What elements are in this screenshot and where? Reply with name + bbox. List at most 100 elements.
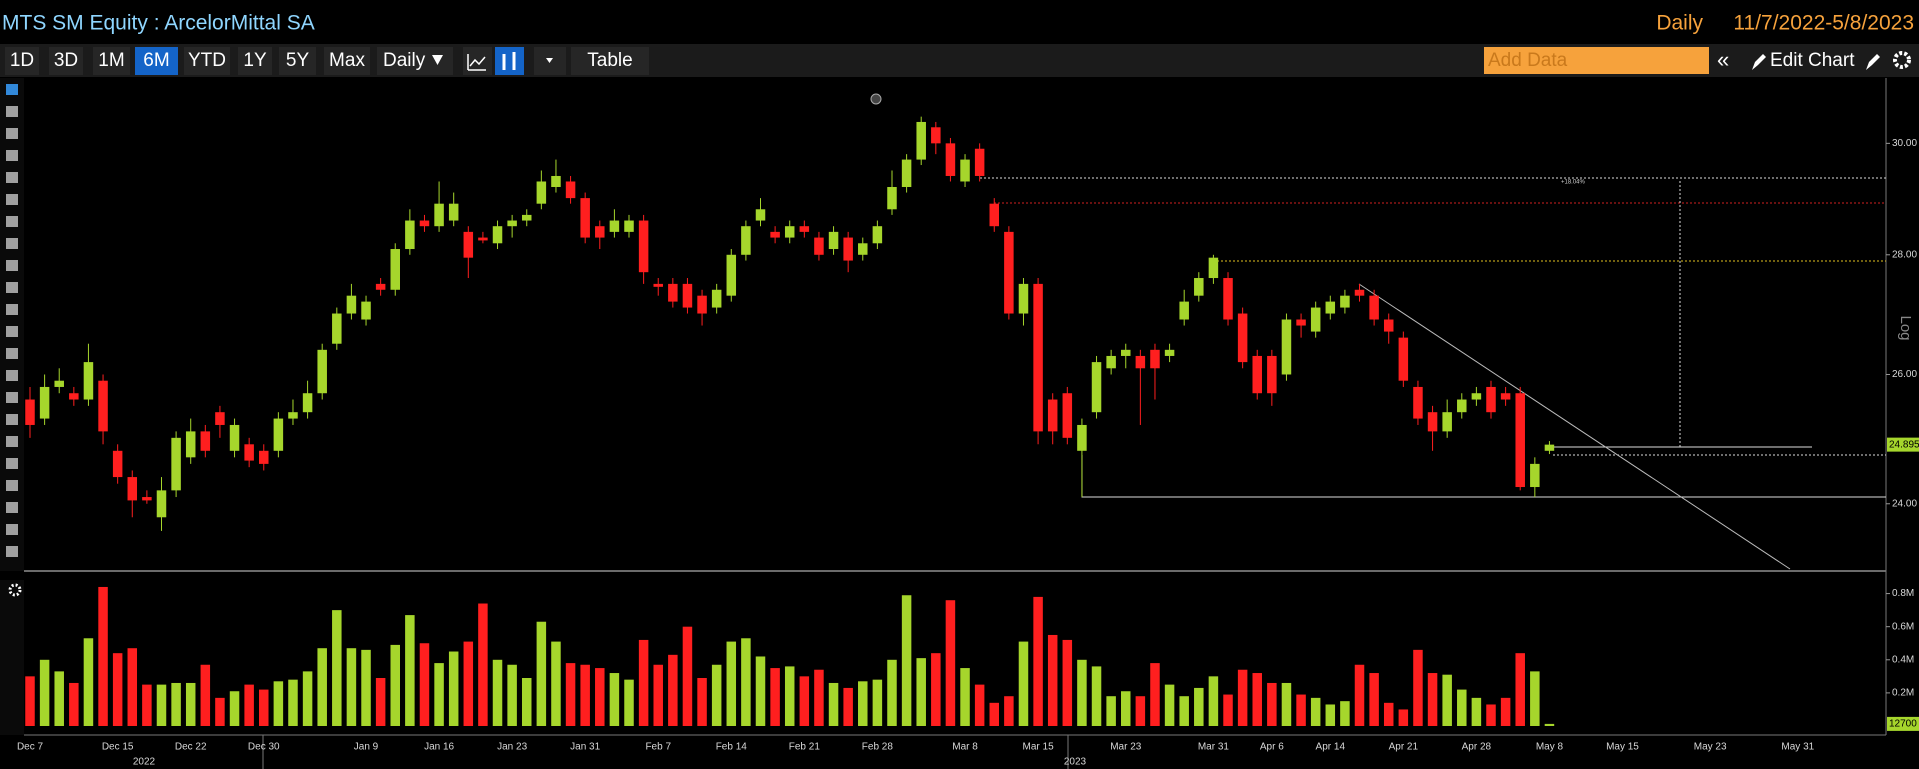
candle-body: [1150, 349, 1160, 369]
last-volume-box: [1887, 716, 1919, 731]
drawing-tool[interactable]: [6, 546, 18, 557]
drawing-tool[interactable]: [6, 172, 18, 183]
period-button[interactable]: [49, 47, 83, 75]
candle-body: [273, 418, 284, 451]
drawing-tool[interactable]: [6, 392, 18, 403]
drawing-tool[interactable]: [6, 326, 18, 337]
edit-icon[interactable]: [1866, 54, 1880, 70]
candle-body: [171, 437, 181, 491]
volume-bar: [215, 697, 225, 726]
drawing-tool[interactable]: [6, 282, 18, 293]
drawing-tool[interactable]: [6, 128, 18, 139]
drawing-tool[interactable]: [6, 502, 18, 513]
drawing-tool[interactable]: [6, 150, 18, 161]
volume-bar: [697, 678, 707, 726]
candle-body: [332, 313, 342, 344]
drawing-tool[interactable]: [6, 458, 18, 469]
settings-icon[interactable]: [1893, 51, 1911, 69]
volume-bar: [595, 668, 605, 726]
drawing-tool[interactable]: [6, 480, 18, 491]
candle-body: [1164, 349, 1175, 356]
drawing-tool[interactable]: [6, 238, 18, 249]
candle-body: [799, 226, 810, 232]
volume-bar: [1325, 704, 1336, 726]
period-button-label[interactable]: 1D: [10, 50, 34, 71]
drawing-tool[interactable]: [6, 194, 18, 205]
candle-body: [872, 226, 883, 244]
candle-body: [916, 121, 926, 160]
candle-icon[interactable]: [502, 52, 516, 70]
drawing-tool[interactable]: [6, 304, 18, 315]
add-data-placeholder[interactable]: Add Data: [1488, 50, 1568, 71]
drawing-tool[interactable]: [6, 260, 18, 271]
drawing-tool[interactable]: [6, 106, 18, 117]
pane-settings-icon[interactable]: [8, 583, 22, 597]
candle-body: [244, 444, 254, 461]
dropdown-arrow[interactable]: [432, 55, 443, 65]
x-tick-label: May 23: [1694, 742, 1727, 753]
period-button-label[interactable]: 3D: [54, 50, 78, 71]
x-tick-label: Dec 30: [248, 742, 280, 753]
volume-bar: [1033, 596, 1043, 726]
candle-body: [288, 412, 298, 419]
candle-body: [551, 175, 561, 188]
period-button-label[interactable]: Max: [329, 50, 365, 71]
drawing-tool[interactable]: [6, 216, 18, 227]
period-button[interactable]: [93, 47, 130, 75]
volume-bar: [668, 654, 678, 726]
collapse-icon[interactable]: «: [1717, 47, 1729, 72]
volume-bar: [478, 603, 488, 726]
volume-bar: [463, 641, 474, 726]
candle-body: [1121, 349, 1131, 356]
volume-bar: [142, 684, 152, 726]
drawing-tool[interactable]: [6, 370, 18, 381]
period-button[interactable]: [184, 47, 230, 75]
interval-button[interactable]: [377, 47, 453, 75]
period-button-label[interactable]: 1Y: [243, 50, 267, 71]
add-data-input[interactable]: [1484, 47, 1709, 74]
last-price-label: 24.895: [1889, 439, 1919, 450]
period-button[interactable]: [279, 47, 316, 75]
volume-bar: [419, 643, 430, 726]
x-tick-label: Jan 16: [424, 742, 454, 753]
chart-tools-handle[interactable]: [870, 93, 882, 105]
x-tick-label: Jan 23: [497, 742, 527, 753]
drawing-tool[interactable]: [6, 524, 18, 535]
candle-body: [565, 181, 576, 199]
table-button-label[interactable]: Table: [587, 50, 632, 71]
candle-body: [69, 393, 79, 400]
period-button-label[interactable]: 6M: [143, 50, 169, 71]
volume-bar: [653, 664, 663, 726]
period-button[interactable]: [5, 47, 39, 75]
period-button[interactable]: [135, 47, 178, 75]
drawing-tool[interactable]: [6, 348, 18, 359]
period-button-label[interactable]: 5Y: [286, 50, 310, 71]
candle-body: [317, 349, 327, 394]
table-button[interactable]: [571, 47, 649, 75]
drawing-tool[interactable]: [6, 436, 18, 447]
volume-bar: [127, 648, 138, 726]
more-arrow[interactable]: [546, 58, 553, 63]
candle-body: [127, 477, 138, 501]
edit-chart-button[interactable]: Edit Chart: [1770, 50, 1855, 71]
volume-bar: [1135, 696, 1146, 726]
interval-label[interactable]: Daily: [383, 50, 426, 71]
period-button-label[interactable]: YTD: [188, 50, 226, 71]
candle-body: [668, 283, 678, 302]
period-button-label[interactable]: 1M: [98, 50, 124, 71]
period-button[interactable]: [324, 47, 370, 75]
drawing-tool[interactable]: [6, 414, 18, 425]
volume-bar: [390, 644, 400, 726]
pencil-icon[interactable]: [1752, 54, 1766, 70]
candle-body: [507, 220, 517, 227]
drawing-tool[interactable]: [6, 84, 18, 95]
line-chart-icon[interactable]: [467, 54, 486, 71]
volume-bar: [492, 659, 503, 726]
candle-body: [361, 301, 371, 320]
period-button[interactable]: [238, 47, 272, 75]
candle-body: [1471, 393, 1482, 400]
volume-bar: [244, 684, 254, 726]
volume-bar: [156, 684, 167, 726]
volume-bar: [1398, 709, 1409, 726]
candle-chart-button[interactable]: [495, 47, 524, 75]
